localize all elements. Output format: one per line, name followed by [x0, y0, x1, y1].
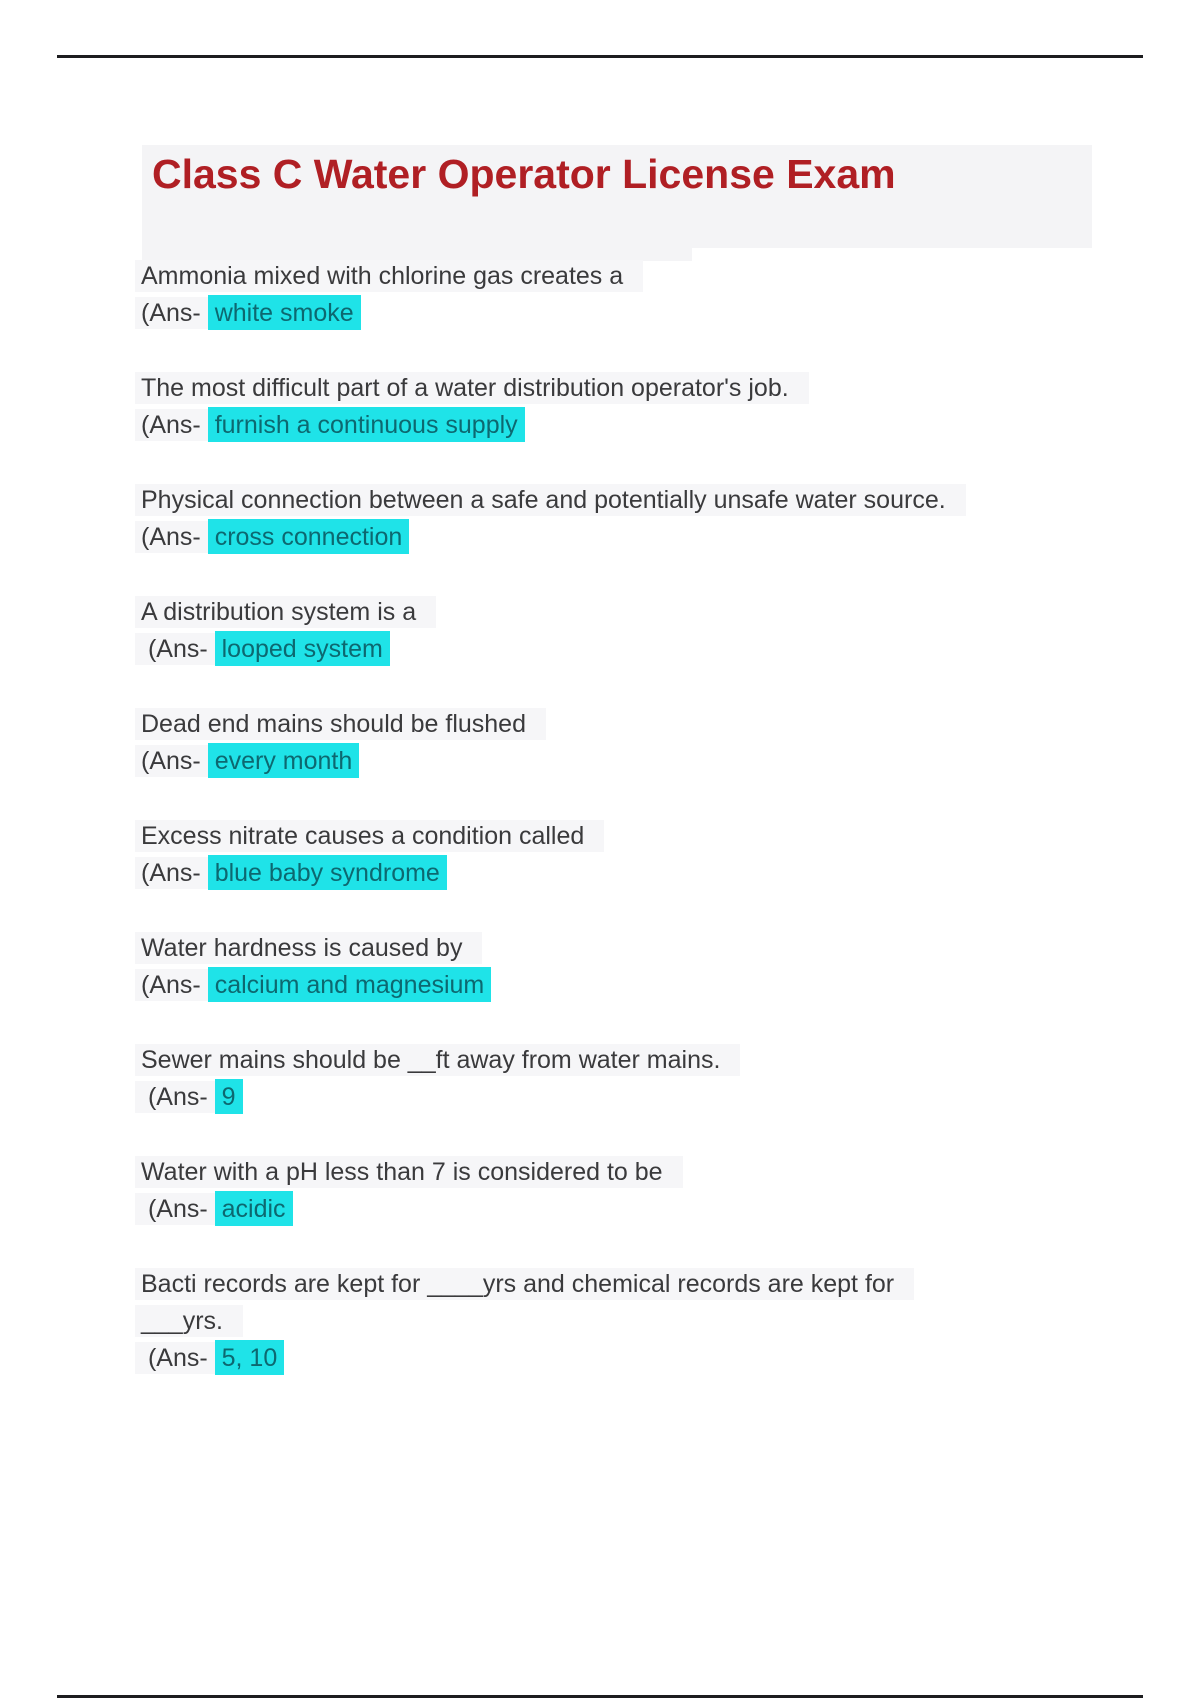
answer-highlight: cross connection: [207, 519, 410, 554]
answer-highlight: calcium and magnesium: [207, 967, 492, 1002]
question-text: Dead end mains should be flushed: [135, 708, 546, 740]
page-title: Class C Water Operator License Exam: [152, 151, 896, 197]
answer-prefix: (Ans-: [135, 297, 208, 329]
answer-highlight: furnish a continuous supply: [207, 407, 525, 442]
answer-highlight: every month: [207, 743, 360, 778]
qa-item: Bacti records are kept for ____yrs and c…: [135, 1266, 1121, 1377]
answer-prefix: (Ans-: [135, 1081, 215, 1113]
answer-highlight: 5, 10: [214, 1340, 285, 1375]
question-text: The most difficult part of a water distr…: [135, 372, 809, 404]
question-text: A distribution system is a: [135, 596, 437, 628]
title-block-tail: [142, 248, 692, 261]
qa-item: Physical connection between a safe and p…: [135, 482, 1121, 556]
question-text: Sewer mains should be __ft away from wat…: [135, 1044, 741, 1076]
qa-item: Sewer mains should be __ft away from wat…: [135, 1042, 1121, 1116]
answer-prefix: (Ans-: [135, 745, 208, 777]
qa-item: A distribution system is a (Ans- looped …: [135, 594, 1121, 668]
answer-highlight: white smoke: [207, 295, 361, 330]
answer-prefix: (Ans-: [135, 521, 208, 553]
bottom-divider: [57, 1695, 1143, 1698]
answer-highlight: 9: [214, 1079, 243, 1114]
question-text: Excess nitrate causes a condition called: [135, 820, 605, 852]
answer-highlight: looped system: [214, 631, 390, 666]
answer-prefix: (Ans-: [135, 857, 208, 889]
question-text: Ammonia mixed with chlorine gas creates …: [135, 260, 644, 292]
answer-prefix: (Ans-: [135, 633, 215, 665]
answer-prefix: (Ans-: [135, 1342, 215, 1374]
qa-item: Water hardness is caused by (Ans- calciu…: [135, 930, 1121, 1004]
title-block: Class C Water Operator License Exam: [142, 145, 1092, 248]
qa-item: Water with a pH less than 7 is considere…: [135, 1154, 1121, 1228]
qa-list: Ammonia mixed with chlorine gas creates …: [135, 258, 1121, 1415]
question-text: Physical connection between a safe and p…: [135, 484, 966, 516]
question-text-line2: ___yrs.: [135, 1305, 243, 1337]
question-text: Water with a pH less than 7 is considere…: [135, 1156, 683, 1188]
qa-item: Dead end mains should be flushed (Ans- e…: [135, 706, 1121, 780]
answer-highlight: acidic: [214, 1191, 293, 1226]
answer-prefix: (Ans-: [135, 969, 208, 1001]
answer-prefix: (Ans-: [135, 409, 208, 441]
question-text: Bacti records are kept for ____yrs and c…: [135, 1268, 915, 1300]
qa-item: The most difficult part of a water distr…: [135, 370, 1121, 444]
qa-item: Excess nitrate causes a condition called…: [135, 818, 1121, 892]
question-text: Water hardness is caused by: [135, 932, 483, 964]
answer-highlight: blue baby syndrome: [207, 855, 447, 890]
answer-prefix: (Ans-: [135, 1193, 215, 1225]
top-divider: [57, 55, 1143, 58]
qa-item: Ammonia mixed with chlorine gas creates …: [135, 258, 1121, 332]
